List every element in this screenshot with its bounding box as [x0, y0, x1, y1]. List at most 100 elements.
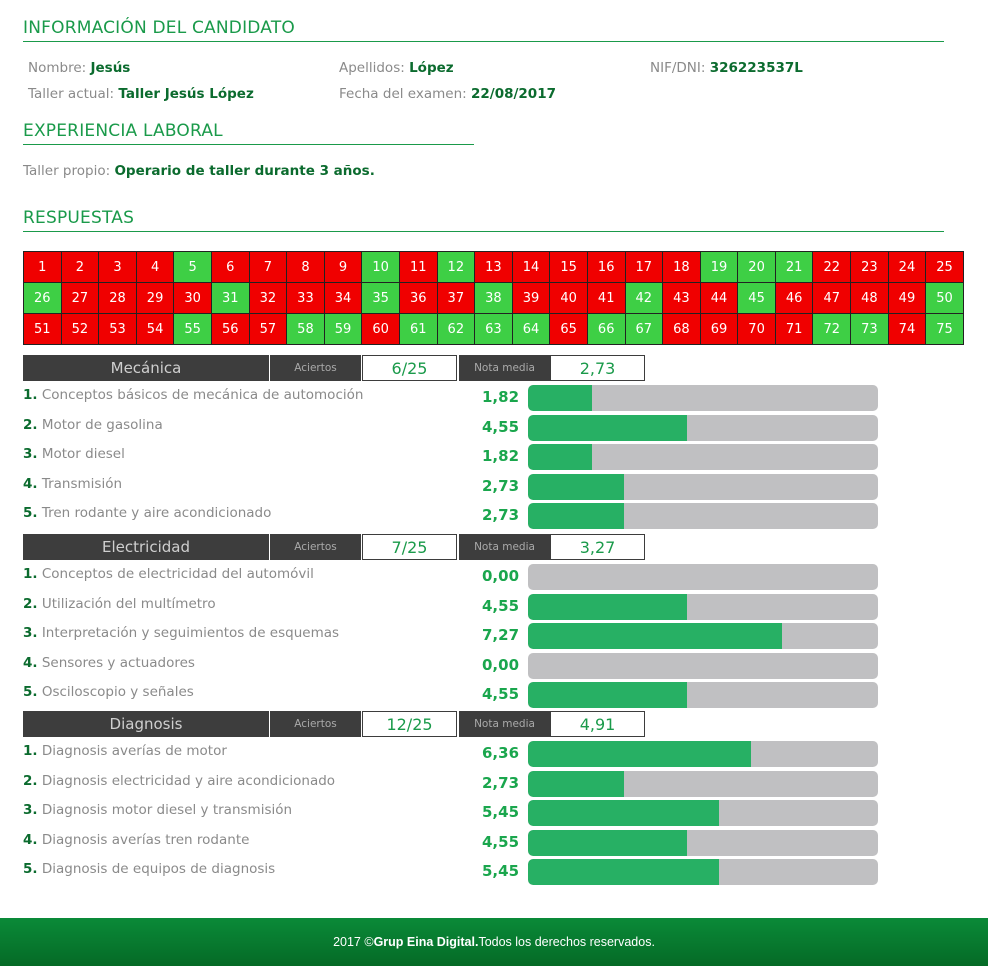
score-bar-fill — [528, 800, 719, 826]
score-row-label: 2. Diagnosis electricidad y aire acondic… — [23, 773, 335, 789]
score-row-number: 4. — [23, 476, 38, 492]
category-header: Electricidad Aciertos 7/25 Nota media 3,27 — [23, 534, 646, 560]
score-row-number: 5. — [23, 684, 38, 700]
score-row-text: Osciloscopio y señales — [41, 684, 194, 700]
candidate-surname-label: Apellidos: — [339, 60, 405, 76]
answers-grid: 1 2 3 4 5 6 7 8 9 10 11 12 13 14 15 16 17 18 19 20 21 22 23 24 2… — [23, 251, 964, 345]
answer-cell-48: 48 — [851, 283, 889, 314]
score-bar-fill — [528, 444, 592, 470]
category-hits-label: Aciertos — [269, 355, 361, 381]
answer-cell-58: 58 — [287, 314, 325, 345]
score-bar — [528, 682, 878, 708]
answer-cell-55: 55 — [174, 314, 212, 345]
score-row-text: Utilización del multímetro — [41, 596, 216, 612]
score-row-label: 4. Sensores y actuadores — [23, 655, 195, 671]
score-row-label: 5. Osciloscopio y señales — [23, 684, 194, 700]
score-bar-fill — [528, 503, 624, 529]
answer-cell-46: 46 — [775, 283, 814, 314]
answer-cell-47: 47 — [813, 283, 852, 314]
category-header: Diagnosis Aciertos 12/25 Nota media 4,91 — [23, 711, 646, 737]
answer-cell-17: 17 — [625, 252, 664, 283]
score-bar — [528, 503, 878, 529]
answer-cell-45: 45 — [738, 283, 776, 314]
score-bar — [528, 653, 878, 679]
score-row-number: 3. — [23, 802, 38, 818]
answer-cell-22: 22 — [813, 252, 852, 283]
answer-cell-43: 43 — [663, 283, 701, 314]
score-bar-fill — [528, 859, 719, 885]
score-row-label: 2. Utilización del multímetro — [23, 596, 216, 612]
footer-suffix: Todos los derechos reservados. — [478, 935, 655, 949]
category-name: Diagnosis — [23, 711, 269, 737]
answer-cell-19: 19 — [700, 252, 739, 283]
score-value: 4,55 — [482, 833, 520, 851]
score-row: 2. Motor de gasolina 4,55 — [23, 415, 883, 442]
answer-cell-13: 13 — [475, 252, 513, 283]
candidate-id: NIF/DNI: 326223537L — [650, 60, 803, 76]
score-row: 1. Diagnosis averías de motor 6,36 — [23, 741, 883, 768]
answer-cell-40: 40 — [550, 283, 588, 314]
answer-cell-65: 65 — [550, 314, 588, 345]
category-hits-value: 7/25 — [362, 534, 457, 560]
answer-cell-41: 41 — [587, 283, 626, 314]
score-row-text: Diagnosis electricidad y aire acondicion… — [41, 773, 336, 789]
score-value: 2,73 — [482, 506, 520, 524]
answer-cell-9: 9 — [324, 252, 363, 283]
score-value: 5,45 — [482, 803, 520, 821]
answer-cell-60: 60 — [362, 314, 400, 345]
answer-cell-29: 29 — [136, 283, 175, 314]
answer-cell-39: 39 — [512, 283, 551, 314]
candidate-exam-date: Fecha del examen: 22/08/2017 — [339, 86, 556, 102]
answer-cell-30: 30 — [174, 283, 212, 314]
answer-cell-62: 62 — [437, 314, 476, 345]
answer-cell-25: 25 — [926, 252, 964, 283]
answer-cell-69: 69 — [700, 314, 739, 345]
candidate-id-value: 326223537L — [709, 60, 803, 76]
answer-cell-20: 20 — [738, 252, 776, 283]
category-hits-label: Aciertos — [269, 711, 361, 737]
score-value: 0,00 — [482, 656, 520, 674]
candidate-exam-date-value: 22/08/2017 — [470, 86, 556, 102]
score-bar-fill — [528, 415, 688, 441]
answer-cell-71: 71 — [775, 314, 814, 345]
score-row: 1. Conceptos de electricidad del automóv… — [23, 564, 883, 591]
score-bar-fill — [528, 474, 624, 500]
score-row-number: 3. — [23, 625, 38, 641]
score-bar — [528, 474, 878, 500]
score-bar-fill — [528, 682, 688, 708]
score-row: 5. Tren rodante y aire acondicionado 2,73 — [23, 503, 883, 530]
answer-cell-42: 42 — [625, 283, 664, 314]
score-value: 4,55 — [482, 597, 520, 615]
answer-cell-11: 11 — [399, 252, 438, 283]
score-row-text: Sensores y actuadores — [41, 655, 195, 671]
answer-cell-5: 5 — [174, 252, 212, 283]
candidate-name: Nombre: Jesús — [28, 60, 130, 76]
experience-entry: Taller propio: Operario de taller durant… — [23, 163, 375, 179]
answer-cell-67: 67 — [625, 314, 664, 345]
score-bar-fill — [528, 594, 688, 620]
score-row-label: 2. Motor de gasolina — [23, 417, 163, 433]
category-avg-value: 3,27 — [550, 534, 645, 560]
candidate-workshop-label: Taller actual: — [28, 86, 115, 102]
answer-cell-73: 73 — [851, 314, 889, 345]
score-bar — [528, 771, 878, 797]
category-hits-value: 12/25 — [362, 711, 457, 737]
score-row: 5. Diagnosis de equipos de diagnosis 5,45 — [23, 859, 883, 886]
score-value: 6,36 — [482, 744, 520, 762]
score-bar-fill — [528, 741, 751, 767]
answer-cell-10: 10 — [362, 252, 400, 283]
score-row-number: 2. — [23, 773, 38, 789]
section-title-candidate: INFORMACIÓN DEL CANDIDATO — [23, 17, 944, 42]
category-avg-value: 4,91 — [550, 711, 645, 737]
answer-cell-1: 1 — [24, 252, 62, 283]
answer-cell-15: 15 — [550, 252, 588, 283]
score-bar — [528, 564, 878, 590]
answer-cell-63: 63 — [475, 314, 513, 345]
score-bar — [528, 444, 878, 470]
answer-cell-50: 50 — [926, 283, 964, 314]
answer-cell-49: 49 — [888, 283, 927, 314]
score-row-label: 1. Conceptos básicos de mecánica de auto… — [23, 387, 363, 403]
answer-cell-34: 34 — [324, 283, 363, 314]
answer-cell-8: 8 — [287, 252, 325, 283]
score-bar-fill — [528, 771, 624, 797]
